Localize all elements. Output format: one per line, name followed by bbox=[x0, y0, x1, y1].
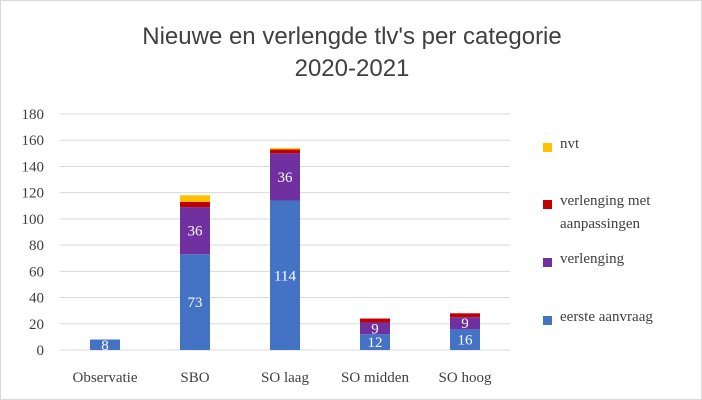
y-tick-label: 100 bbox=[22, 212, 45, 228]
legend-label: eerste aanvraag bbox=[560, 309, 653, 325]
legend-swatch bbox=[543, 258, 552, 267]
bar-segment bbox=[450, 329, 480, 350]
data-label: 8 bbox=[101, 338, 109, 354]
data-label: 73 bbox=[188, 295, 203, 311]
data-label: 36 bbox=[278, 170, 294, 186]
y-tick-label: 40 bbox=[29, 291, 44, 307]
legend-swatch bbox=[543, 143, 552, 152]
data-label: 12 bbox=[368, 335, 383, 351]
data-label: 9 bbox=[371, 321, 379, 337]
legend-label: verlenging met bbox=[560, 193, 651, 209]
x-category-label: Observatie bbox=[73, 370, 138, 386]
legend-swatch bbox=[543, 316, 552, 325]
data-label: 36 bbox=[188, 224, 204, 240]
bar-segment bbox=[180, 201, 210, 208]
y-tick-label: 120 bbox=[22, 186, 45, 202]
bar-segment bbox=[180, 207, 210, 255]
data-label: 114 bbox=[274, 268, 296, 284]
legend-swatch bbox=[543, 200, 552, 209]
bar-segment bbox=[450, 317, 480, 330]
legend: nvt verlenging met aanpassingen verlenging e… bbox=[543, 136, 653, 325]
y-tick-label: 80 bbox=[29, 238, 44, 254]
x-category-label: SO hoog bbox=[439, 370, 492, 386]
bar-segment bbox=[270, 153, 300, 201]
data-label: 9 bbox=[461, 316, 469, 332]
bar-segment bbox=[180, 195, 210, 202]
legend-label: nvt bbox=[560, 136, 580, 152]
data-label: 16 bbox=[458, 333, 474, 349]
chart-subtitle: 2020-2021 bbox=[294, 55, 410, 82]
chart-title: Nieuwe en verlengde tlv's per categorie … bbox=[1, 21, 702, 85]
bar-segment bbox=[360, 334, 390, 350]
x-category-label: SBO bbox=[180, 370, 209, 386]
legend-label: verlenging bbox=[560, 251, 625, 267]
y-tick-label: 20 bbox=[29, 317, 44, 333]
y-tick-label: 160 bbox=[22, 133, 45, 149]
x-category-label: SO midden bbox=[341, 370, 409, 386]
bar-segment bbox=[180, 254, 210, 350]
bar-segment bbox=[450, 313, 480, 318]
bar-segment bbox=[360, 318, 390, 323]
y-axis: 0 20 40 60 80 100 120 140 160 180 bbox=[22, 107, 45, 359]
x-axis: Observatie SBO SO laag SO midden SO hoog bbox=[73, 370, 492, 386]
y-tick-label: 140 bbox=[22, 159, 45, 175]
bar-segment bbox=[270, 200, 300, 350]
bar-segment bbox=[270, 149, 300, 154]
y-tick-label: 0 bbox=[37, 343, 45, 359]
bar-segment bbox=[270, 148, 300, 150]
bar-segment bbox=[90, 339, 120, 350]
y-tick-label: 60 bbox=[29, 264, 44, 280]
y-tick-label: 180 bbox=[22, 107, 45, 123]
bar-segment bbox=[360, 322, 390, 335]
x-category-label: SO laag bbox=[261, 370, 309, 386]
chart-title-main: Nieuwe en verlengde tlv's per categorie bbox=[142, 23, 562, 50]
legend-label: aanpassingen bbox=[560, 216, 640, 232]
